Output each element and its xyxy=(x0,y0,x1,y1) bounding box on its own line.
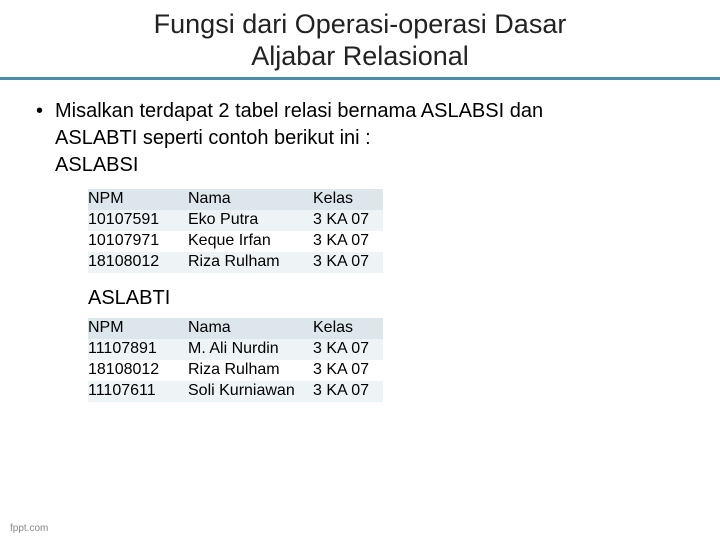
slide-header: Fungsi dari Operasi-operasi Dasar Aljaba… xyxy=(0,0,720,80)
cell-npm: 10107971 xyxy=(88,231,188,252)
cell-npm: 18108012 xyxy=(88,252,188,273)
table-row: 18108012 Riza Rulham 3 KA 07 xyxy=(88,360,383,381)
col-header-npm: NPM xyxy=(88,189,188,210)
slide-title: Fungsi dari Operasi-operasi Dasar Aljaba… xyxy=(0,8,720,73)
col-header-nama: Nama xyxy=(188,189,313,210)
cell-nama: Eko Putra xyxy=(188,210,313,231)
table-row: 10107591 Eko Putra 3 KA 07 xyxy=(88,210,383,231)
table-header-row: NPM Nama Kelas xyxy=(88,318,383,339)
cell-npm: 11107891 xyxy=(88,339,188,360)
cell-kelas: 3 KA 07 xyxy=(313,231,383,252)
table-row: 11107611 Soli Kurniawan 3 KA 07 xyxy=(88,381,383,402)
table1-wrap: NPM Nama Kelas 10107591 Eko Putra 3 KA 0… xyxy=(88,189,690,273)
footer-credit: fppt.com xyxy=(10,523,48,534)
bullet-line-3: ASLABSI xyxy=(55,154,138,176)
title-line-2: Aljabar Relasional xyxy=(251,41,469,71)
bullet-line-1: Misalkan terdapat 2 tabel relasi bernama… xyxy=(55,100,543,122)
table-row: 18108012 Riza Rulham 3 KA 07 xyxy=(88,252,383,273)
cell-nama: Riza Rulham xyxy=(188,360,313,381)
cell-npm: 18108012 xyxy=(88,360,188,381)
col-header-nama: Nama xyxy=(188,318,313,339)
table-aslabti: NPM Nama Kelas 11107891 M. Ali Nurdin 3 … xyxy=(88,318,383,402)
cell-nama: Soli Kurniawan xyxy=(188,381,313,402)
col-header-kelas: Kelas xyxy=(313,189,383,210)
title-line-1: Fungsi dari Operasi-operasi Dasar xyxy=(154,9,567,39)
table-row: 11107891 M. Ali Nurdin 3 KA 07 xyxy=(88,339,383,360)
table-header-row: NPM Nama Kelas xyxy=(88,189,383,210)
cell-kelas: 3 KA 07 xyxy=(313,252,383,273)
col-header-npm: NPM xyxy=(88,318,188,339)
table2-wrap: NPM Nama Kelas 11107891 M. Ali Nurdin 3 … xyxy=(88,318,690,402)
table-row: 10107971 Keque Irfan 3 KA 07 xyxy=(88,231,383,252)
subheading-aslabti: ASLABTI xyxy=(88,287,690,310)
bullet-marker: • xyxy=(36,98,43,124)
cell-kelas: 3 KA 07 xyxy=(313,381,383,402)
bullet-item: • Misalkan terdapat 2 tabel relasi berna… xyxy=(30,98,690,179)
table-aslabsi: NPM Nama Kelas 10107591 Eko Putra 3 KA 0… xyxy=(88,189,383,273)
bullet-line-2: ASLABTI seperti contoh berikut ini : xyxy=(55,127,371,149)
cell-nama: Keque Irfan xyxy=(188,231,313,252)
cell-nama: Riza Rulham xyxy=(188,252,313,273)
col-header-kelas: Kelas xyxy=(313,318,383,339)
cell-npm: 11107611 xyxy=(88,381,188,402)
slide-content: • Misalkan terdapat 2 tabel relasi berna… xyxy=(0,80,720,402)
cell-kelas: 3 KA 07 xyxy=(313,360,383,381)
cell-nama: M. Ali Nurdin xyxy=(188,339,313,360)
bullet-text: Misalkan terdapat 2 tabel relasi bernama… xyxy=(55,98,543,179)
cell-npm: 10107591 xyxy=(88,210,188,231)
cell-kelas: 3 KA 07 xyxy=(313,339,383,360)
cell-kelas: 3 KA 07 xyxy=(313,210,383,231)
